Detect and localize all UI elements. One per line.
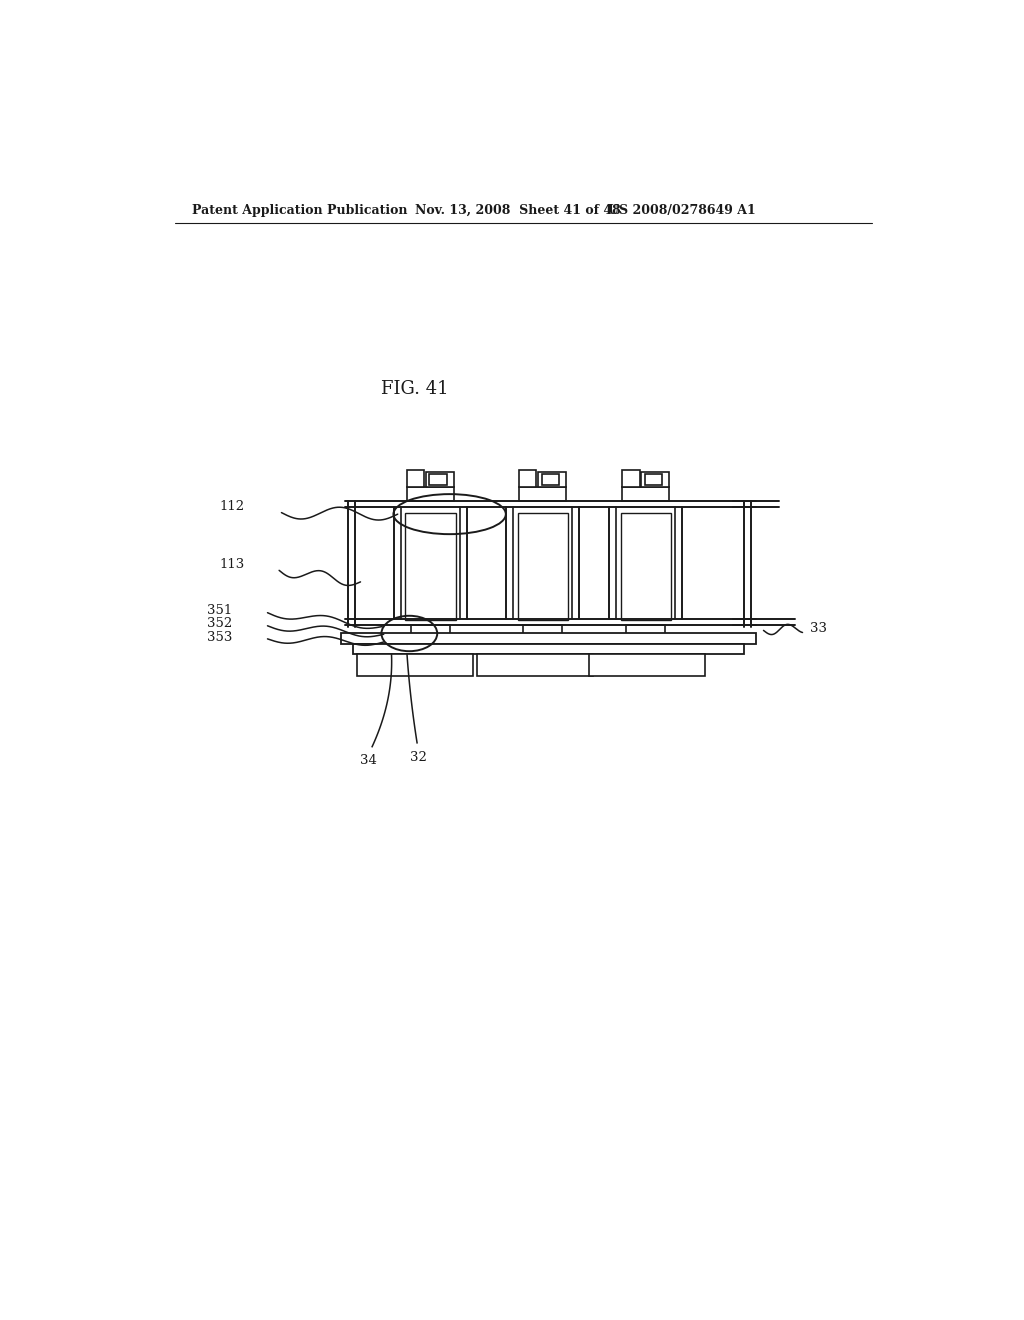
Bar <box>523 626 562 639</box>
Bar <box>538 471 566 487</box>
Bar <box>407 487 454 502</box>
Bar <box>519 470 537 487</box>
Text: 34: 34 <box>359 755 377 767</box>
Bar <box>426 471 454 487</box>
Bar <box>589 655 706 676</box>
Bar <box>407 470 424 487</box>
Text: 351: 351 <box>208 603 232 616</box>
Text: 352: 352 <box>208 616 232 630</box>
Bar <box>429 474 446 484</box>
Bar <box>641 471 669 487</box>
Bar <box>632 639 659 649</box>
Bar <box>623 470 640 487</box>
Text: 33: 33 <box>810 622 827 635</box>
Bar <box>528 639 557 649</box>
Bar <box>341 632 756 644</box>
Text: Patent Application Publication: Patent Application Publication <box>191 205 408 218</box>
Text: 113: 113 <box>219 558 245 572</box>
Bar <box>623 487 669 502</box>
Text: FIG. 41: FIG. 41 <box>381 380 449 399</box>
Text: 112: 112 <box>219 500 245 513</box>
Bar <box>635 639 656 648</box>
Bar <box>519 487 566 502</box>
Text: Nov. 13, 2008  Sheet 41 of 48: Nov. 13, 2008 Sheet 41 of 48 <box>415 205 621 218</box>
Bar <box>518 513 568 620</box>
Bar <box>417 639 444 649</box>
Bar <box>531 639 554 648</box>
Text: 32: 32 <box>411 751 427 763</box>
Bar <box>542 474 559 484</box>
Bar <box>352 644 744 655</box>
Bar <box>477 655 593 676</box>
Text: 353: 353 <box>207 631 232 644</box>
Bar <box>621 513 672 620</box>
Bar <box>420 639 441 648</box>
Bar <box>645 474 662 484</box>
Bar <box>356 655 473 676</box>
Text: US 2008/0278649 A1: US 2008/0278649 A1 <box>608 205 757 218</box>
Bar <box>411 626 450 639</box>
Bar <box>627 626 665 639</box>
Bar <box>406 513 456 620</box>
